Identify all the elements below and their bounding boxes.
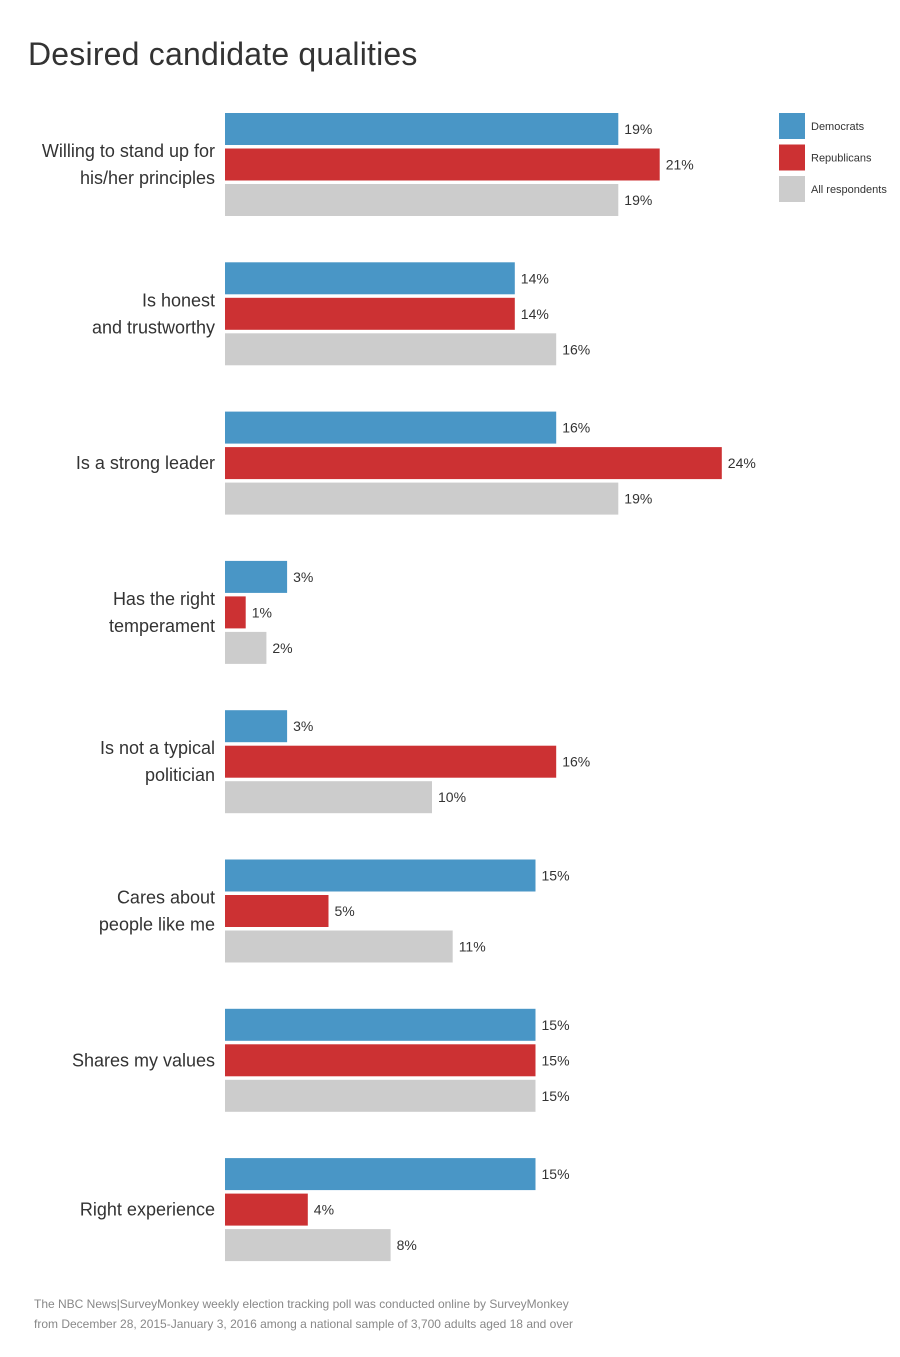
category-group: Right experience 15% 4% 8% (80, 1158, 570, 1262)
value-label: 10% (438, 789, 466, 805)
footnote-line-1: The NBC News|SurveyMonkey weekly electio… (34, 1297, 569, 1311)
footnote-line-2: from December 28, 2015-January 3, 2016 a… (34, 1317, 574, 1331)
value-label: 3% (293, 569, 313, 585)
bar-democrats (225, 859, 536, 892)
category-label: Cares about (117, 888, 215, 908)
legend-label: Democrats (811, 121, 865, 133)
value-label: 8% (397, 1237, 417, 1253)
value-label: 14% (521, 270, 549, 286)
bar-republicans (225, 447, 722, 480)
value-label: 2% (272, 640, 292, 656)
bar-all-respondents (225, 184, 619, 216)
category-label: and trustworthy (92, 317, 215, 337)
bar-all-respondents (225, 333, 557, 366)
category-label: politician (145, 765, 215, 785)
bar-republicans (225, 1044, 536, 1077)
value-label: 16% (562, 341, 590, 357)
value-label: 16% (562, 420, 590, 436)
value-label: 15% (542, 1166, 570, 1182)
bar-republicans (225, 1193, 308, 1226)
category-label: his/her principles (80, 168, 215, 188)
value-label: 15% (542, 1088, 570, 1104)
legend-label: Republicans (811, 153, 872, 165)
bar-republicans (225, 596, 246, 629)
category-label: Is not a typical (100, 738, 215, 758)
category-group: Cares about people like me 15% 5% 11% (99, 859, 570, 963)
category-group: Willing to stand up for his/her principle… (42, 113, 694, 216)
value-label: 21% (666, 157, 694, 173)
category-label: Shares my values (72, 1050, 215, 1070)
value-label: 11% (459, 939, 486, 955)
bar-democrats (225, 1158, 536, 1191)
bar-democrats (225, 262, 515, 295)
category-group: Has the right temperament 3% 1% 2% (109, 560, 313, 664)
category-label: Willing to stand up for (42, 141, 215, 161)
chart-title: Desired candidate qualities (28, 36, 418, 72)
category-label: temperament (109, 616, 215, 636)
bar-democrats (225, 710, 288, 743)
category-group: Is honest and trustworthy 14% 14% 16% (92, 262, 590, 366)
legend-label: All respondents (811, 184, 887, 196)
category-label: people like me (99, 915, 215, 935)
value-label: 19% (624, 121, 652, 137)
value-label: 1% (252, 604, 272, 620)
value-label: 19% (624, 491, 652, 507)
bar-democrats (225, 560, 288, 593)
value-label: 15% (542, 1017, 570, 1033)
value-label: 3% (293, 718, 313, 734)
category-label: Is honest (142, 290, 215, 310)
value-label: 15% (542, 1052, 570, 1068)
bar-republicans (225, 745, 557, 778)
legend-swatch (779, 144, 805, 171)
bar-all-respondents (225, 1229, 391, 1262)
legend: Democrats Republicans All respondents (779, 113, 887, 202)
category-label: Right experience (80, 1200, 215, 1220)
value-label: 19% (624, 192, 652, 208)
category-group: Shares my values 15% 15% 15% (72, 1008, 570, 1112)
category-group: Is not a typical politician 3% 16% 10% (100, 710, 590, 814)
bar-democrats (225, 113, 619, 145)
value-label: 16% (562, 754, 590, 770)
source-footnote: The NBC News|SurveyMonkey weekly electio… (34, 1294, 573, 1334)
bar-all-respondents (225, 781, 432, 814)
bar-chart: Willing to stand up for his/her principle… (42, 113, 887, 1262)
bar-all-respondents (225, 631, 267, 664)
value-label: 24% (728, 455, 756, 471)
legend-swatch (779, 113, 805, 139)
bar-democrats (225, 411, 557, 444)
bar-all-respondents (225, 1079, 536, 1112)
category-group: Is a strong leader 16% 24% 19% (76, 411, 756, 515)
value-label: 15% (542, 868, 570, 884)
category-label: Is a strong leader (76, 453, 215, 473)
bar-all-respondents (225, 930, 453, 963)
value-label: 14% (521, 306, 549, 322)
legend-swatch (779, 176, 805, 202)
category-label: Has the right (113, 589, 215, 609)
bar-republicans (225, 297, 515, 330)
bar-democrats (225, 1008, 536, 1041)
bar-republicans (225, 895, 329, 927)
bar-republicans (225, 148, 660, 181)
value-label: 4% (314, 1202, 334, 1218)
bars-layer: Willing to stand up for his/her principle… (42, 113, 756, 1262)
bar-all-respondents (225, 482, 619, 515)
value-label: 5% (335, 903, 355, 919)
